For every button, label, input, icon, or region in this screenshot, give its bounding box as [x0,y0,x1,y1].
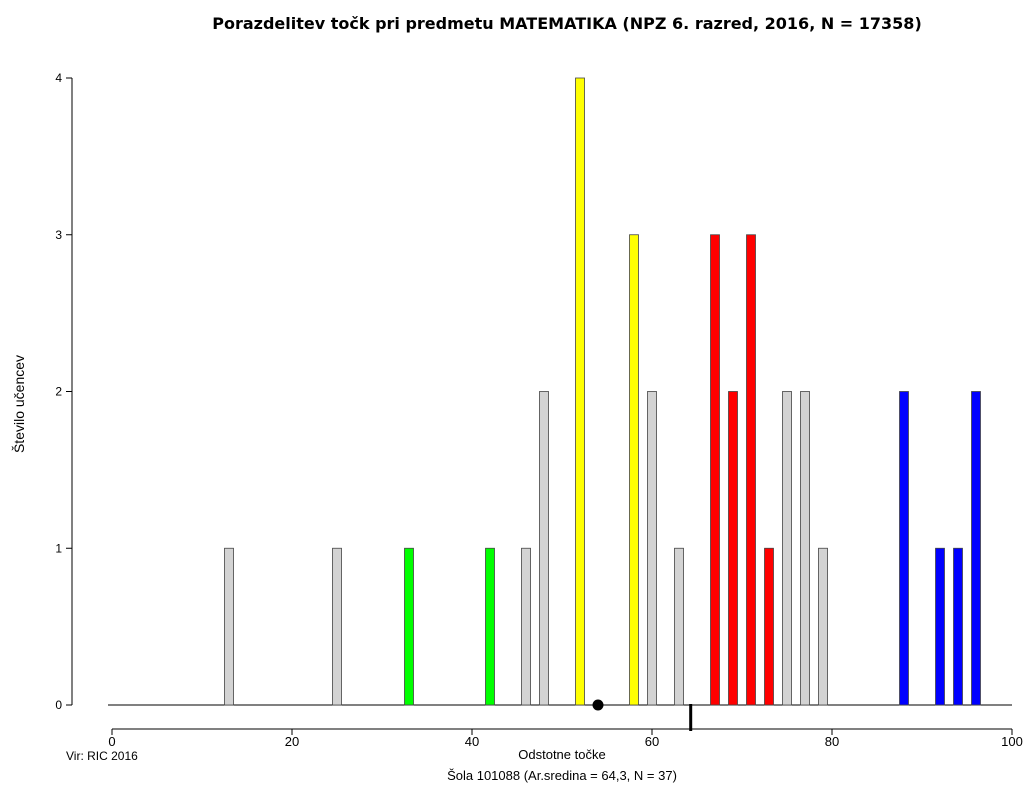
x-tick-label: 100 [1001,734,1023,749]
school-summary: Šola 101088 (Ar.sredina = 64,3, N = 37) [447,768,677,783]
histogram-bar [782,391,792,706]
histogram-bar [647,391,657,706]
chart-title: Porazdelitev točk pri predmetu MATEMATIK… [212,14,922,33]
bars-group [224,77,981,706]
histogram-bar [674,547,684,706]
x-tick-label: 20 [285,734,299,749]
histogram-bar [629,234,639,706]
histogram-bar [935,547,945,706]
x-tick-label: 0 [108,734,115,749]
histogram-bar [485,547,495,706]
y-tick-label: 0 [55,698,62,712]
histogram-bar [404,547,414,706]
histogram-bar [764,547,774,706]
x-axis: 0 20 40 60 80 100 [108,728,1023,749]
histogram-bar [746,234,756,706]
y-tick-label: 2 [55,385,62,399]
histogram-bar [539,391,549,706]
histogram-bar [818,547,828,706]
x-axis-label: Odstotne točke [518,747,605,762]
histogram-bar [899,391,909,706]
histogram-bar [521,547,531,706]
histogram-bar [332,547,342,706]
x-tick-label: 40 [465,734,479,749]
histogram-bar [728,391,738,706]
national-mean-marker [592,699,604,711]
x-tick-label: 80 [825,734,839,749]
histogram-bar [953,547,963,706]
y-tick-label: 1 [55,541,62,555]
histogram-bar [224,547,234,706]
histogram-bar [710,234,720,706]
histogram-bar [971,391,981,706]
y-axis-label: Število učencev [11,355,27,453]
y-tick-label: 4 [55,71,62,85]
y-tick-label: 3 [55,228,62,242]
y-axis: 0 1 2 3 4 [55,71,73,712]
school-mean-marker [689,704,693,731]
x-tick-label: 60 [645,734,659,749]
histogram-bar [575,77,585,706]
source-note: Vir: RIC 2016 [66,749,138,763]
histogram-bar [800,391,810,706]
